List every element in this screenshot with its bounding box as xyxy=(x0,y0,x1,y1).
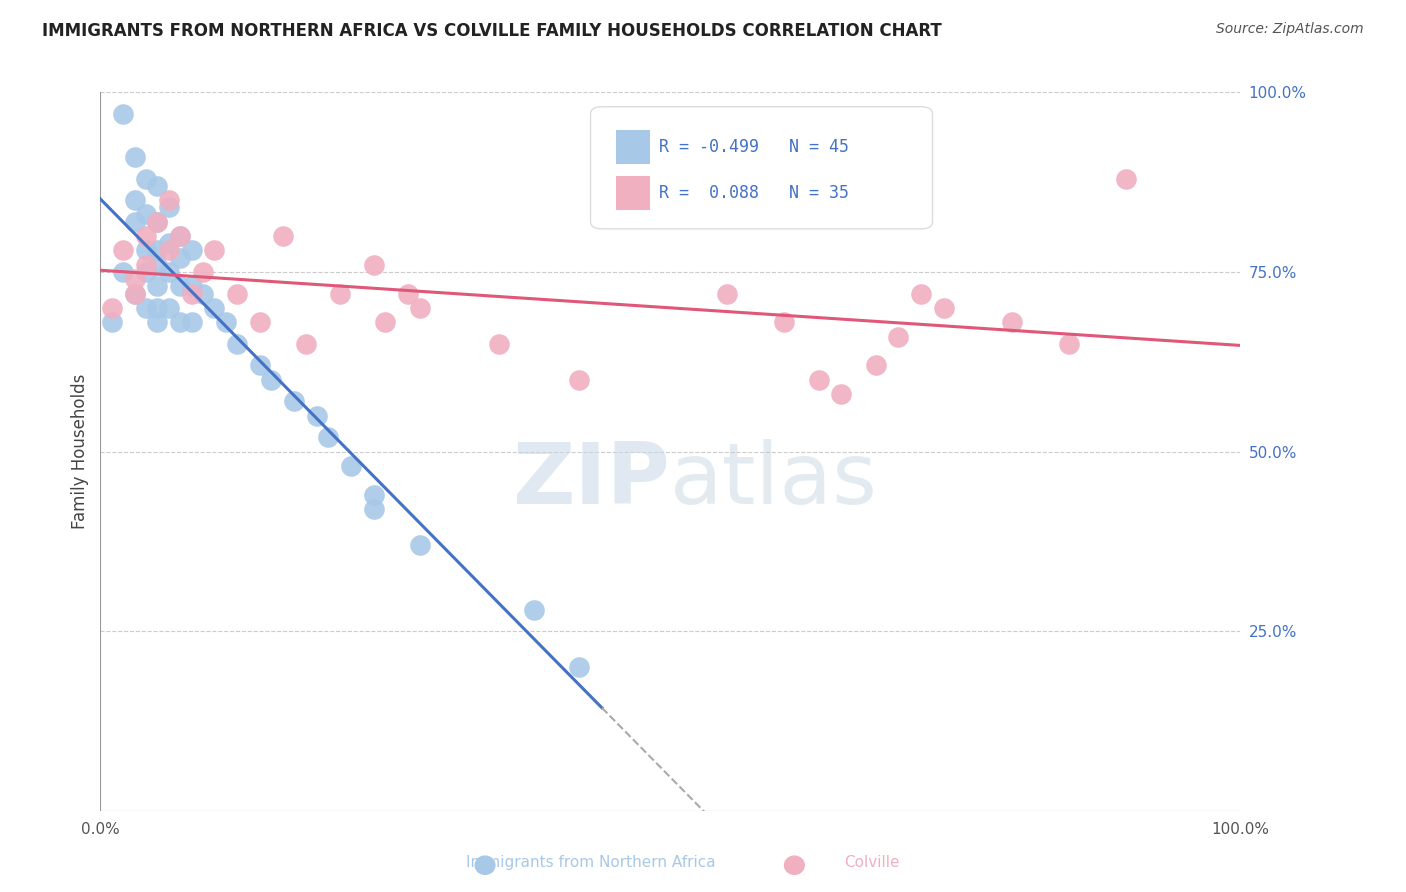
Text: Immigrants from Northern Africa: Immigrants from Northern Africa xyxy=(465,855,716,870)
Text: Source: ZipAtlas.com: Source: ZipAtlas.com xyxy=(1216,22,1364,37)
Point xyxy=(124,272,146,286)
Point xyxy=(1001,315,1024,329)
Point xyxy=(100,301,122,315)
Point xyxy=(157,236,180,251)
Point xyxy=(807,373,830,387)
Point xyxy=(157,200,180,214)
Point xyxy=(146,258,169,272)
Point xyxy=(135,207,157,221)
Text: R =  0.088   N = 35: R = 0.088 N = 35 xyxy=(659,184,849,202)
FancyBboxPatch shape xyxy=(591,107,932,229)
Point xyxy=(363,502,385,516)
Point xyxy=(135,244,157,258)
Point xyxy=(396,286,419,301)
Point xyxy=(522,602,544,616)
Point xyxy=(169,251,191,265)
Point xyxy=(191,286,214,301)
Point xyxy=(202,301,225,315)
Point xyxy=(180,244,202,258)
Point xyxy=(249,315,271,329)
Point xyxy=(169,315,191,329)
Point xyxy=(716,286,738,301)
Text: atlas: atlas xyxy=(671,439,879,522)
Point xyxy=(283,394,305,409)
Point xyxy=(329,286,352,301)
Point xyxy=(146,244,169,258)
Point xyxy=(887,329,910,343)
Point xyxy=(124,193,146,207)
Point xyxy=(169,229,191,244)
Point xyxy=(408,301,430,315)
Point xyxy=(488,336,510,351)
Point xyxy=(146,301,169,315)
Point xyxy=(191,265,214,279)
Point xyxy=(124,215,146,229)
Point xyxy=(180,315,202,329)
FancyBboxPatch shape xyxy=(616,129,650,164)
Point xyxy=(363,258,385,272)
Point xyxy=(157,301,180,315)
Text: IMMIGRANTS FROM NORTHERN AFRICA VS COLVILLE FAMILY HOUSEHOLDS CORRELATION CHART: IMMIGRANTS FROM NORTHERN AFRICA VS COLVI… xyxy=(42,22,942,40)
Point xyxy=(318,430,340,444)
Point xyxy=(169,279,191,293)
Point xyxy=(865,359,887,373)
Text: ZIP: ZIP xyxy=(513,439,671,522)
Point xyxy=(146,215,169,229)
Point xyxy=(1059,336,1081,351)
Point xyxy=(157,265,180,279)
Point xyxy=(180,279,202,293)
Point xyxy=(180,286,202,301)
Point xyxy=(340,458,363,473)
Point xyxy=(135,301,157,315)
Point xyxy=(305,409,328,423)
Point xyxy=(932,301,955,315)
Point xyxy=(363,488,385,502)
Point xyxy=(146,315,169,329)
Point xyxy=(202,244,225,258)
Point xyxy=(112,107,135,121)
Point xyxy=(146,178,169,193)
Point xyxy=(830,387,852,401)
Point xyxy=(169,229,191,244)
Point xyxy=(249,359,271,373)
Point xyxy=(135,229,157,244)
Text: R = -0.499   N = 45: R = -0.499 N = 45 xyxy=(659,138,849,156)
Point xyxy=(135,265,157,279)
Point xyxy=(146,215,169,229)
Point xyxy=(124,286,146,301)
Text: Colville: Colville xyxy=(844,855,900,870)
Point xyxy=(157,244,180,258)
Point xyxy=(157,193,180,207)
Point xyxy=(135,258,157,272)
Point xyxy=(294,336,316,351)
Point xyxy=(146,279,169,293)
Y-axis label: Family Households: Family Households xyxy=(72,374,89,529)
Point xyxy=(226,336,249,351)
Point xyxy=(568,373,591,387)
Point xyxy=(112,265,135,279)
Point xyxy=(135,171,157,186)
Point xyxy=(215,315,238,329)
Point xyxy=(100,315,122,329)
Point xyxy=(568,660,591,674)
Point xyxy=(112,244,135,258)
Point xyxy=(408,538,430,552)
Point xyxy=(226,286,249,301)
Point xyxy=(124,286,146,301)
FancyBboxPatch shape xyxy=(616,176,650,211)
Point xyxy=(260,373,283,387)
Point xyxy=(910,286,932,301)
Point xyxy=(374,315,396,329)
Point xyxy=(773,315,796,329)
Point xyxy=(271,229,294,244)
Point xyxy=(1115,171,1137,186)
Point xyxy=(124,150,146,164)
